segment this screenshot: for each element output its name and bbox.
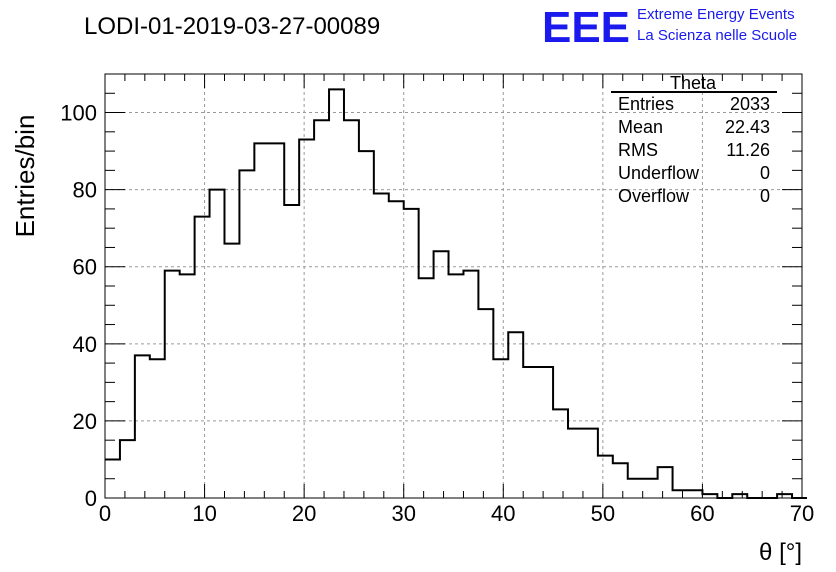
eee-logo: EEE Extreme Energy Events La Scienza nel… [542, 3, 797, 52]
stats-rows: Entries 2033 Mean 22.43 RMS 11.26 Underflow 0 Ov… [618, 94, 770, 206]
y-tick-label: 20 [73, 409, 97, 434]
histogram-bin [463, 271, 478, 498]
histogram-bin [374, 193, 389, 498]
x-tick-label: 50 [591, 501, 615, 526]
axis-ticks [104, 74, 803, 499]
histogram-bin [224, 244, 239, 498]
histogram-bin [120, 440, 135, 498]
x-tick-label: 70 [790, 501, 814, 526]
histogram-bin [389, 201, 404, 498]
x-tick-label: 60 [690, 501, 714, 526]
histogram-bin [687, 490, 702, 498]
histogram-bin [314, 120, 329, 498]
histogram-bin [732, 494, 747, 498]
histogram-bin [269, 143, 284, 498]
histogram-bin [523, 367, 538, 498]
stats-value: 11.26 [726, 140, 770, 160]
histogram-bin [598, 456, 613, 498]
histogram-bin [284, 205, 299, 498]
histogram-bin [478, 309, 493, 498]
stats-box: Theta Entries 2033 Mean 22.43 RMS 11.26 Underf… [611, 73, 777, 206]
stats-value: 0 [760, 163, 770, 183]
histogram-bin [359, 151, 374, 498]
stats-value: 2033 [730, 94, 770, 114]
histogram-bin [150, 359, 165, 498]
x-tick-label: 20 [292, 501, 316, 526]
histogram-bin [583, 429, 598, 498]
stats-label: Underflow [618, 163, 700, 183]
stats-label: RMS [618, 140, 658, 160]
x-tick-label: 10 [192, 501, 216, 526]
histogram-bin [135, 355, 150, 498]
histogram-bin [210, 190, 225, 498]
x-tick-label: 40 [491, 501, 515, 526]
y-tick-labels: 0 20 40 60 80 100 [60, 101, 97, 511]
logo-mark: EEE [542, 3, 630, 52]
histogram-bin [508, 332, 523, 498]
histogram-bin [673, 490, 688, 498]
histogram-bin [180, 274, 195, 498]
stats-label: Entries [618, 94, 674, 114]
chart-title: LODI-01-2019-03-27-00089 [84, 13, 380, 40]
histogram-bin [568, 429, 583, 498]
histogram-bin [702, 494, 717, 498]
y-tick-label: 40 [73, 332, 97, 357]
histogram-bin [538, 367, 553, 498]
x-tick-label: 0 [99, 501, 111, 526]
logo-line-2: La Scienza nelle Scuole [637, 27, 797, 44]
stats-value: 0 [760, 186, 770, 206]
histogram-bin [165, 271, 180, 498]
histogram-bin [419, 278, 434, 498]
histogram-bin [404, 209, 419, 498]
stats-value: 22.43 [725, 117, 770, 137]
histogram-bin [239, 170, 254, 498]
histogram-bin [628, 479, 643, 498]
histogram-bin [195, 217, 210, 498]
y-tick-label: 60 [73, 255, 97, 280]
y-tick-label: 100 [60, 101, 97, 126]
histogram-bin [449, 274, 464, 498]
histogram-bin [329, 89, 344, 498]
stats-label: Mean [618, 117, 663, 137]
y-tick-label: 0 [85, 486, 97, 511]
histogram-bin [254, 143, 269, 498]
histogram-bin [299, 140, 314, 498]
histogram-bin [613, 463, 628, 498]
x-tick-labels: 0 10 20 30 40 50 60 70 [99, 501, 814, 526]
logo-line-1: Extreme Energy Events [637, 6, 795, 23]
histogram-outline [105, 88, 807, 499]
histogram-bin [553, 409, 568, 498]
histogram-bin [493, 359, 508, 498]
y-tick-label: 80 [73, 178, 97, 203]
stats-title: Theta [670, 73, 717, 93]
x-tick-label: 30 [391, 501, 415, 526]
histogram-bin [434, 251, 449, 498]
histogram-bin [643, 479, 658, 498]
histogram-bin [658, 467, 673, 498]
x-axis-label: θ [°] [759, 539, 802, 566]
histogram-bin [344, 120, 359, 498]
stats-label: Overflow [618, 186, 690, 206]
histogram [105, 88, 807, 499]
histogram-bin [777, 494, 792, 498]
y-axis-label: Entries/bin [10, 115, 40, 238]
